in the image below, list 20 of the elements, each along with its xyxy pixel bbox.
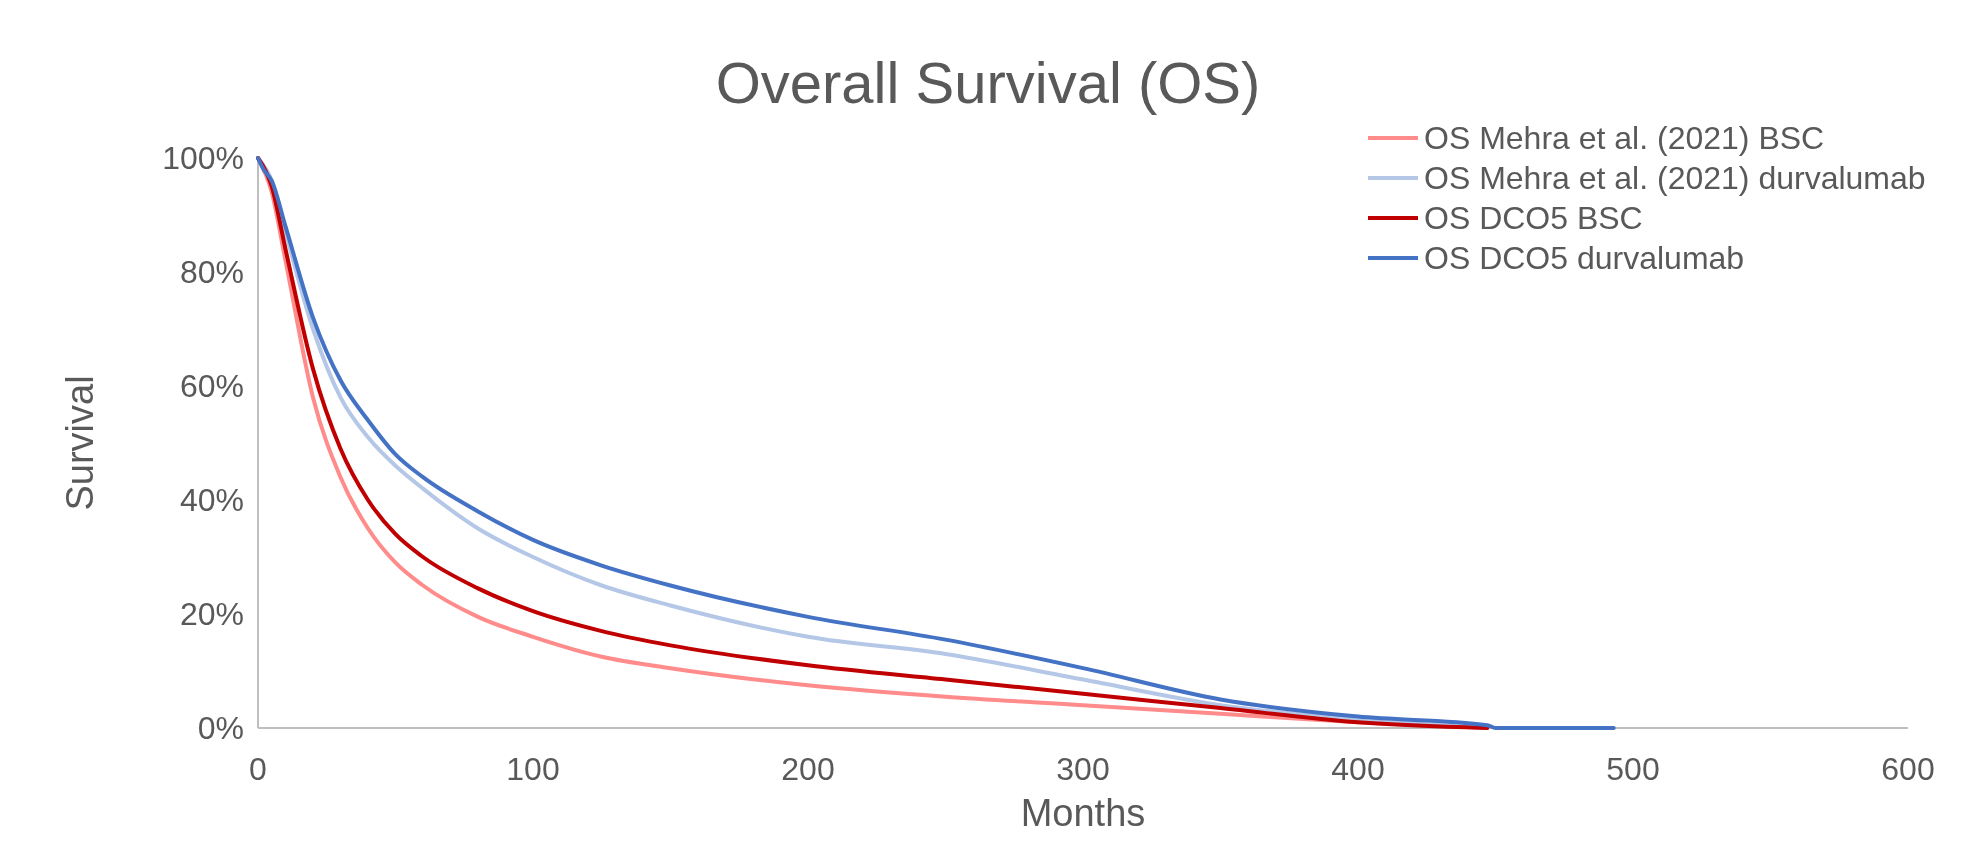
y-axis-title: Survival (59, 375, 101, 511)
y-tick-label: 0% (197, 710, 244, 746)
x-tick-label: 600 (1881, 751, 1935, 787)
x-tick-label: 400 (1331, 751, 1385, 787)
legend-label: OS Mehra et al. (2021) BSC (1424, 120, 1825, 156)
y-tick-label: 100% (162, 140, 244, 176)
y-tick-label: 60% (179, 368, 244, 404)
legend-label: OS Mehra et al. (2021) durvalumab (1424, 160, 1926, 196)
x-tick-label: 200 (781, 751, 835, 787)
y-tick-label: 40% (179, 482, 244, 518)
y-tick-label: 80% (179, 254, 244, 290)
chart-title: Overall Survival (OS) (715, 50, 1261, 115)
y-tick-label: 20% (179, 596, 244, 632)
x-tick-label: 500 (1606, 751, 1660, 787)
legend-label: OS DCO5 durvalumab (1424, 240, 1745, 276)
x-axis-title: Months (1020, 792, 1146, 834)
legend-label: OS DCO5 BSC (1424, 200, 1643, 236)
x-tick-label: 300 (1056, 751, 1110, 787)
x-tick-label: 100 (506, 751, 560, 787)
x-tick-label: 0 (249, 751, 267, 787)
